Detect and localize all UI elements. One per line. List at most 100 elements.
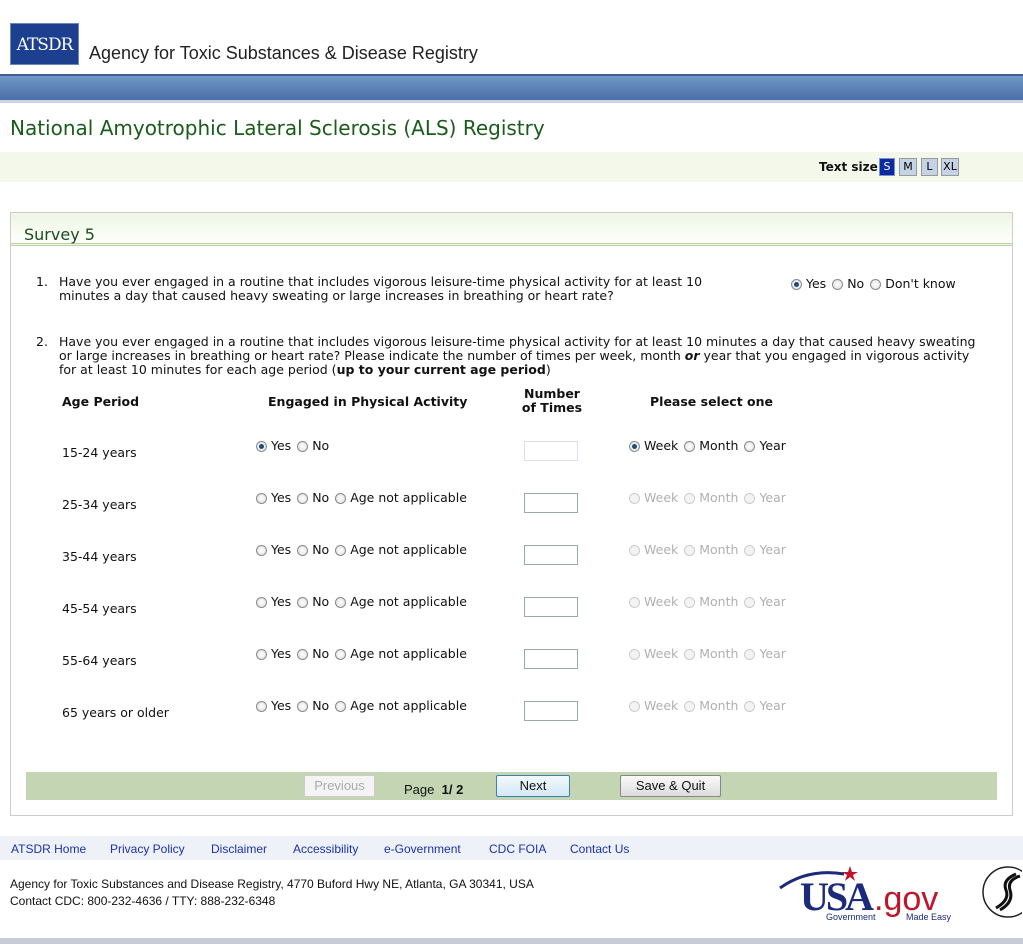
period-radio[interactable]: Month bbox=[684, 439, 738, 453]
engaged-options: Yes No bbox=[256, 439, 335, 455]
q1-dont-know-radio[interactable]: Don't know bbox=[870, 277, 956, 291]
engaged-radio[interactable]: Age not applicable bbox=[335, 699, 467, 713]
footer-link[interactable]: CDC FOIA bbox=[489, 842, 547, 856]
engaged-radio[interactable]: No bbox=[297, 647, 329, 661]
engaged-radio[interactable]: Yes bbox=[256, 647, 291, 661]
engaged-radio[interactable]: No bbox=[297, 543, 329, 557]
period-radio[interactable]: Week bbox=[629, 699, 678, 713]
save-quit-button[interactable]: Save & Quit bbox=[620, 775, 721, 797]
radio-icon bbox=[335, 700, 347, 712]
radio-icon bbox=[684, 596, 696, 608]
atsdr-logo[interactable]: ATSDR bbox=[10, 23, 79, 65]
engaged-radio[interactable]: No bbox=[297, 595, 329, 609]
engaged-options: Yes No Age not applicable bbox=[256, 699, 473, 715]
radio-label: Yes bbox=[271, 490, 292, 505]
number-of-times-input[interactable] bbox=[524, 649, 578, 669]
radio-icon bbox=[684, 648, 696, 660]
number-of-times-input[interactable] bbox=[524, 493, 578, 513]
period-radio[interactable]: Week bbox=[629, 439, 678, 453]
radio-label: Week bbox=[644, 594, 679, 609]
radio-selected-icon bbox=[791, 278, 802, 290]
period-radio[interactable]: Year bbox=[744, 699, 786, 713]
period-options: Week Month Year bbox=[629, 439, 792, 455]
period-radio[interactable]: Week bbox=[629, 543, 678, 557]
radio-label: Week bbox=[644, 646, 679, 661]
q1-yes-radio[interactable]: Yes bbox=[791, 277, 826, 291]
page-value: 1/ 2 bbox=[441, 782, 464, 797]
engaged-radio[interactable]: Age not applicable bbox=[335, 491, 467, 505]
text-size-l-button[interactable]: L bbox=[921, 158, 938, 176]
period-radio[interactable]: Year bbox=[744, 594, 786, 609]
engaged-radio[interactable]: Yes bbox=[256, 491, 291, 505]
previous-button[interactable]: Previous bbox=[304, 775, 375, 797]
radio-icon bbox=[629, 596, 640, 608]
q2-text-c: ) bbox=[545, 362, 551, 377]
radio-icon bbox=[256, 700, 267, 712]
logo-star-icon bbox=[842, 866, 858, 881]
radio-label: Year bbox=[759, 438, 786, 453]
footer-link[interactable]: Accessibility bbox=[293, 842, 359, 856]
logo-swoosh bbox=[779, 871, 845, 890]
period-radio[interactable]: Week bbox=[629, 647, 678, 661]
footer-link[interactable]: Privacy Policy bbox=[110, 842, 185, 856]
engaged-radio[interactable]: No bbox=[297, 439, 329, 453]
col-number-line1: Number bbox=[524, 386, 580, 401]
period-radio[interactable]: Month bbox=[684, 595, 738, 609]
period-radio[interactable]: Week bbox=[629, 595, 678, 609]
engaged-radio[interactable]: Age not applicable bbox=[335, 543, 467, 557]
radio-icon bbox=[744, 648, 756, 660]
radio-label: Year bbox=[759, 490, 786, 505]
footer-link[interactable]: e-Government bbox=[384, 842, 461, 856]
radio-label: No bbox=[847, 276, 865, 291]
period-radio[interactable]: Month bbox=[684, 699, 738, 713]
radio-label: Year bbox=[759, 594, 786, 609]
engaged-radio[interactable]: Yes bbox=[256, 699, 291, 713]
period-radio[interactable]: Year bbox=[744, 438, 786, 453]
q1-options: Yes No Don't know bbox=[791, 277, 962, 293]
survey-header bbox=[11, 213, 1012, 246]
footer-link[interactable]: ATSDR Home bbox=[11, 842, 87, 856]
footer-link[interactable]: Disclaimer bbox=[211, 842, 268, 856]
next-button[interactable]: Next bbox=[496, 775, 570, 797]
usagov-logo[interactable]: USA .gov Government Made Easy bbox=[778, 866, 958, 922]
engaged-radio[interactable]: Yes bbox=[256, 543, 291, 557]
age-period-label: 25-34 years bbox=[62, 497, 137, 512]
period-radio[interactable]: Month bbox=[684, 543, 738, 557]
period-radio[interactable]: Month bbox=[684, 647, 738, 661]
engaged-radio[interactable]: No bbox=[297, 491, 329, 505]
radio-label: Year bbox=[759, 646, 786, 661]
radio-label: Age not applicable bbox=[350, 490, 467, 505]
radio-label: Week bbox=[644, 698, 679, 713]
engaged-radio[interactable]: No bbox=[297, 699, 329, 713]
q1-no-radio[interactable]: No bbox=[832, 277, 864, 291]
engaged-radio[interactable]: Yes bbox=[256, 439, 291, 453]
text-size-m-button[interactable]: M bbox=[899, 158, 917, 176]
radio-label: Yes bbox=[271, 542, 292, 557]
number-of-times-input[interactable] bbox=[524, 701, 578, 721]
text-size-s-button[interactable]: S bbox=[879, 158, 895, 176]
radio-icon bbox=[297, 544, 309, 556]
footer-links-bar bbox=[0, 836, 1023, 860]
period-radio[interactable]: Year bbox=[744, 543, 786, 557]
q1-text: Have you ever engaged in a routine that … bbox=[59, 274, 703, 303]
number-of-times-input[interactable] bbox=[524, 545, 578, 565]
period-options: Week Month Year bbox=[629, 491, 792, 507]
col-period: Please select one bbox=[650, 394, 774, 409]
radio-label: Month bbox=[699, 542, 739, 557]
engaged-radio[interactable]: Yes bbox=[256, 595, 291, 609]
period-radio[interactable]: Year bbox=[744, 490, 786, 505]
radio-icon bbox=[256, 544, 267, 556]
period-radio[interactable]: Week bbox=[629, 491, 678, 505]
engaged-radio[interactable]: Age not applicable bbox=[335, 595, 467, 609]
text-size-xl-button[interactable]: XL bbox=[941, 158, 959, 176]
col-number-of-times: Number of Times bbox=[510, 387, 594, 415]
period-radio[interactable]: Year bbox=[744, 646, 786, 661]
number-of-times-input[interactable] bbox=[524, 441, 578, 461]
period-radio[interactable]: Month bbox=[684, 491, 738, 505]
radio-icon bbox=[335, 596, 347, 608]
radio-icon bbox=[629, 440, 640, 452]
footer-link[interactable]: Contact Us bbox=[570, 842, 630, 856]
logo-tagline-1: Government bbox=[826, 912, 876, 922]
engaged-radio[interactable]: Age not applicable bbox=[335, 647, 467, 661]
number-of-times-input[interactable] bbox=[524, 597, 578, 617]
